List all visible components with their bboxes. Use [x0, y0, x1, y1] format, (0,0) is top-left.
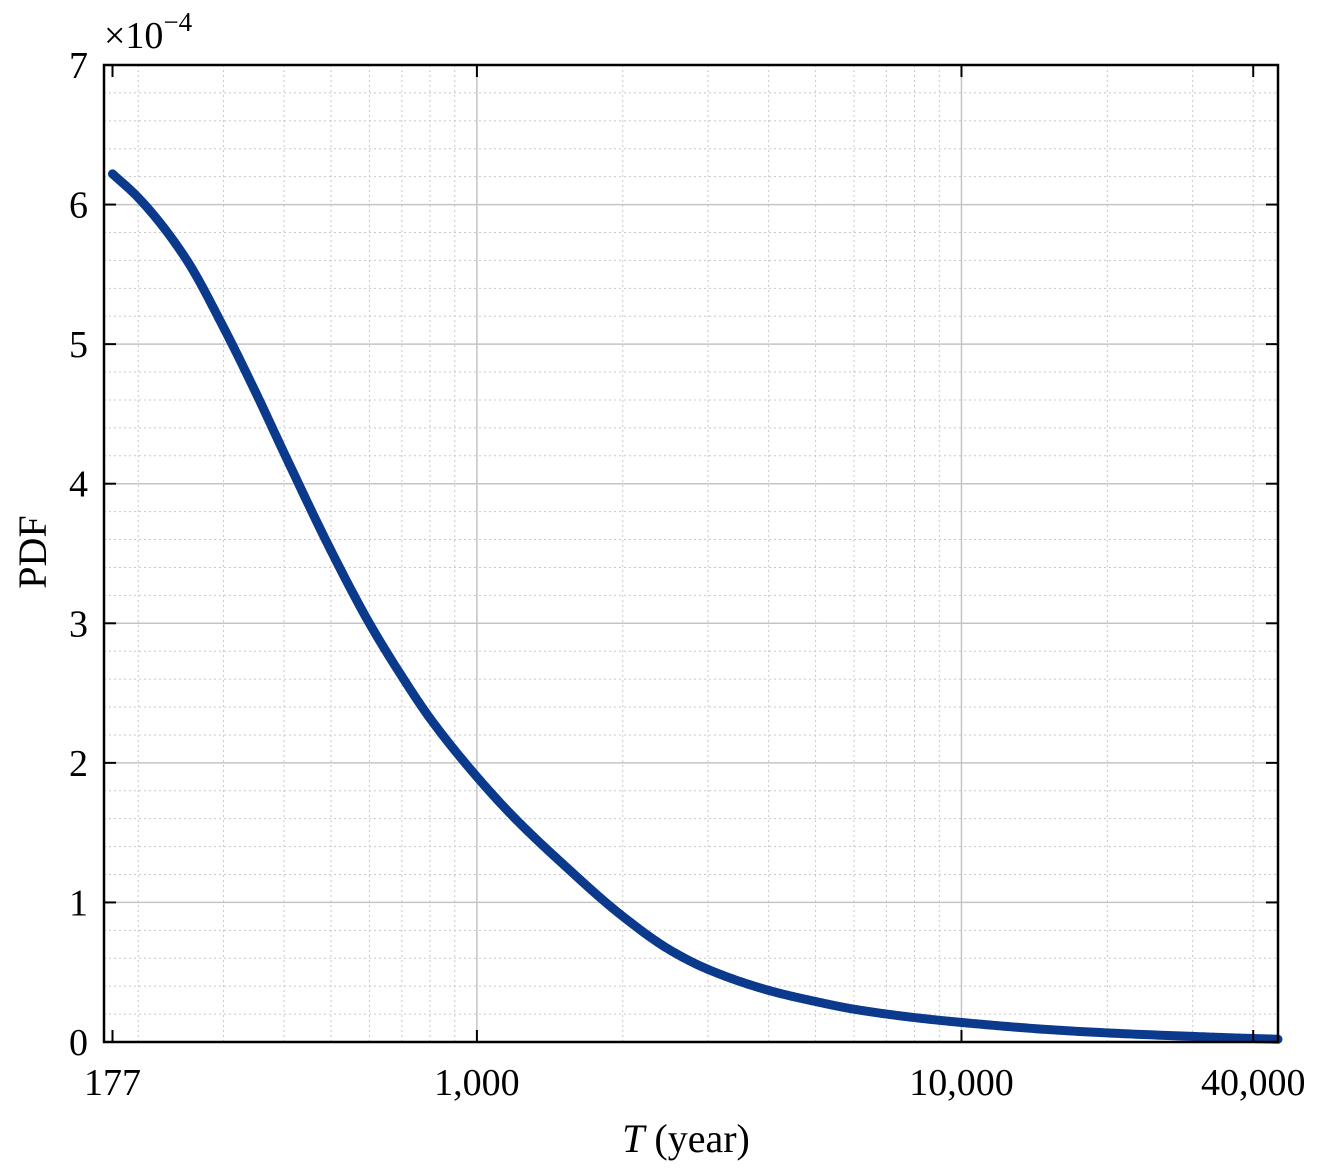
minor-grid: [104, 65, 1278, 1042]
y-axis-multiplier: ×10−4: [104, 7, 193, 57]
axis-ticks: [104, 64, 1278, 1043]
y-tick-label: 7: [69, 45, 88, 87]
x-tick-labels: 177 1,000 10,000 40,000: [84, 1062, 1305, 1104]
y-tick-label: 2: [69, 743, 88, 785]
pdf-series-line: [107, 169, 1283, 1044]
x-tick-label: 177: [84, 1062, 141, 1104]
plot-frame: [102, 63, 1280, 1044]
y-tick-label: 5: [69, 324, 88, 366]
x-tick-label: 40,000: [1201, 1062, 1306, 1104]
y-tick-labels: 0 1 2 3 4 5 6 7: [69, 45, 88, 1064]
y-tick-label: 1: [69, 882, 88, 924]
x-tick-label: 10,000: [909, 1062, 1014, 1104]
y-tick-label: 4: [69, 464, 88, 506]
y-tick-label: 0: [69, 1022, 88, 1064]
y-axis-title: PDF: [10, 515, 55, 588]
x-axis-title: T (year): [622, 1116, 750, 1161]
y-tick-label: 6: [69, 185, 88, 227]
series-layer: [107, 169, 1283, 1044]
major-grid: [104, 65, 1278, 1042]
x-tick-label: 1,000: [434, 1062, 520, 1104]
y-tick-label: 3: [69, 603, 88, 645]
